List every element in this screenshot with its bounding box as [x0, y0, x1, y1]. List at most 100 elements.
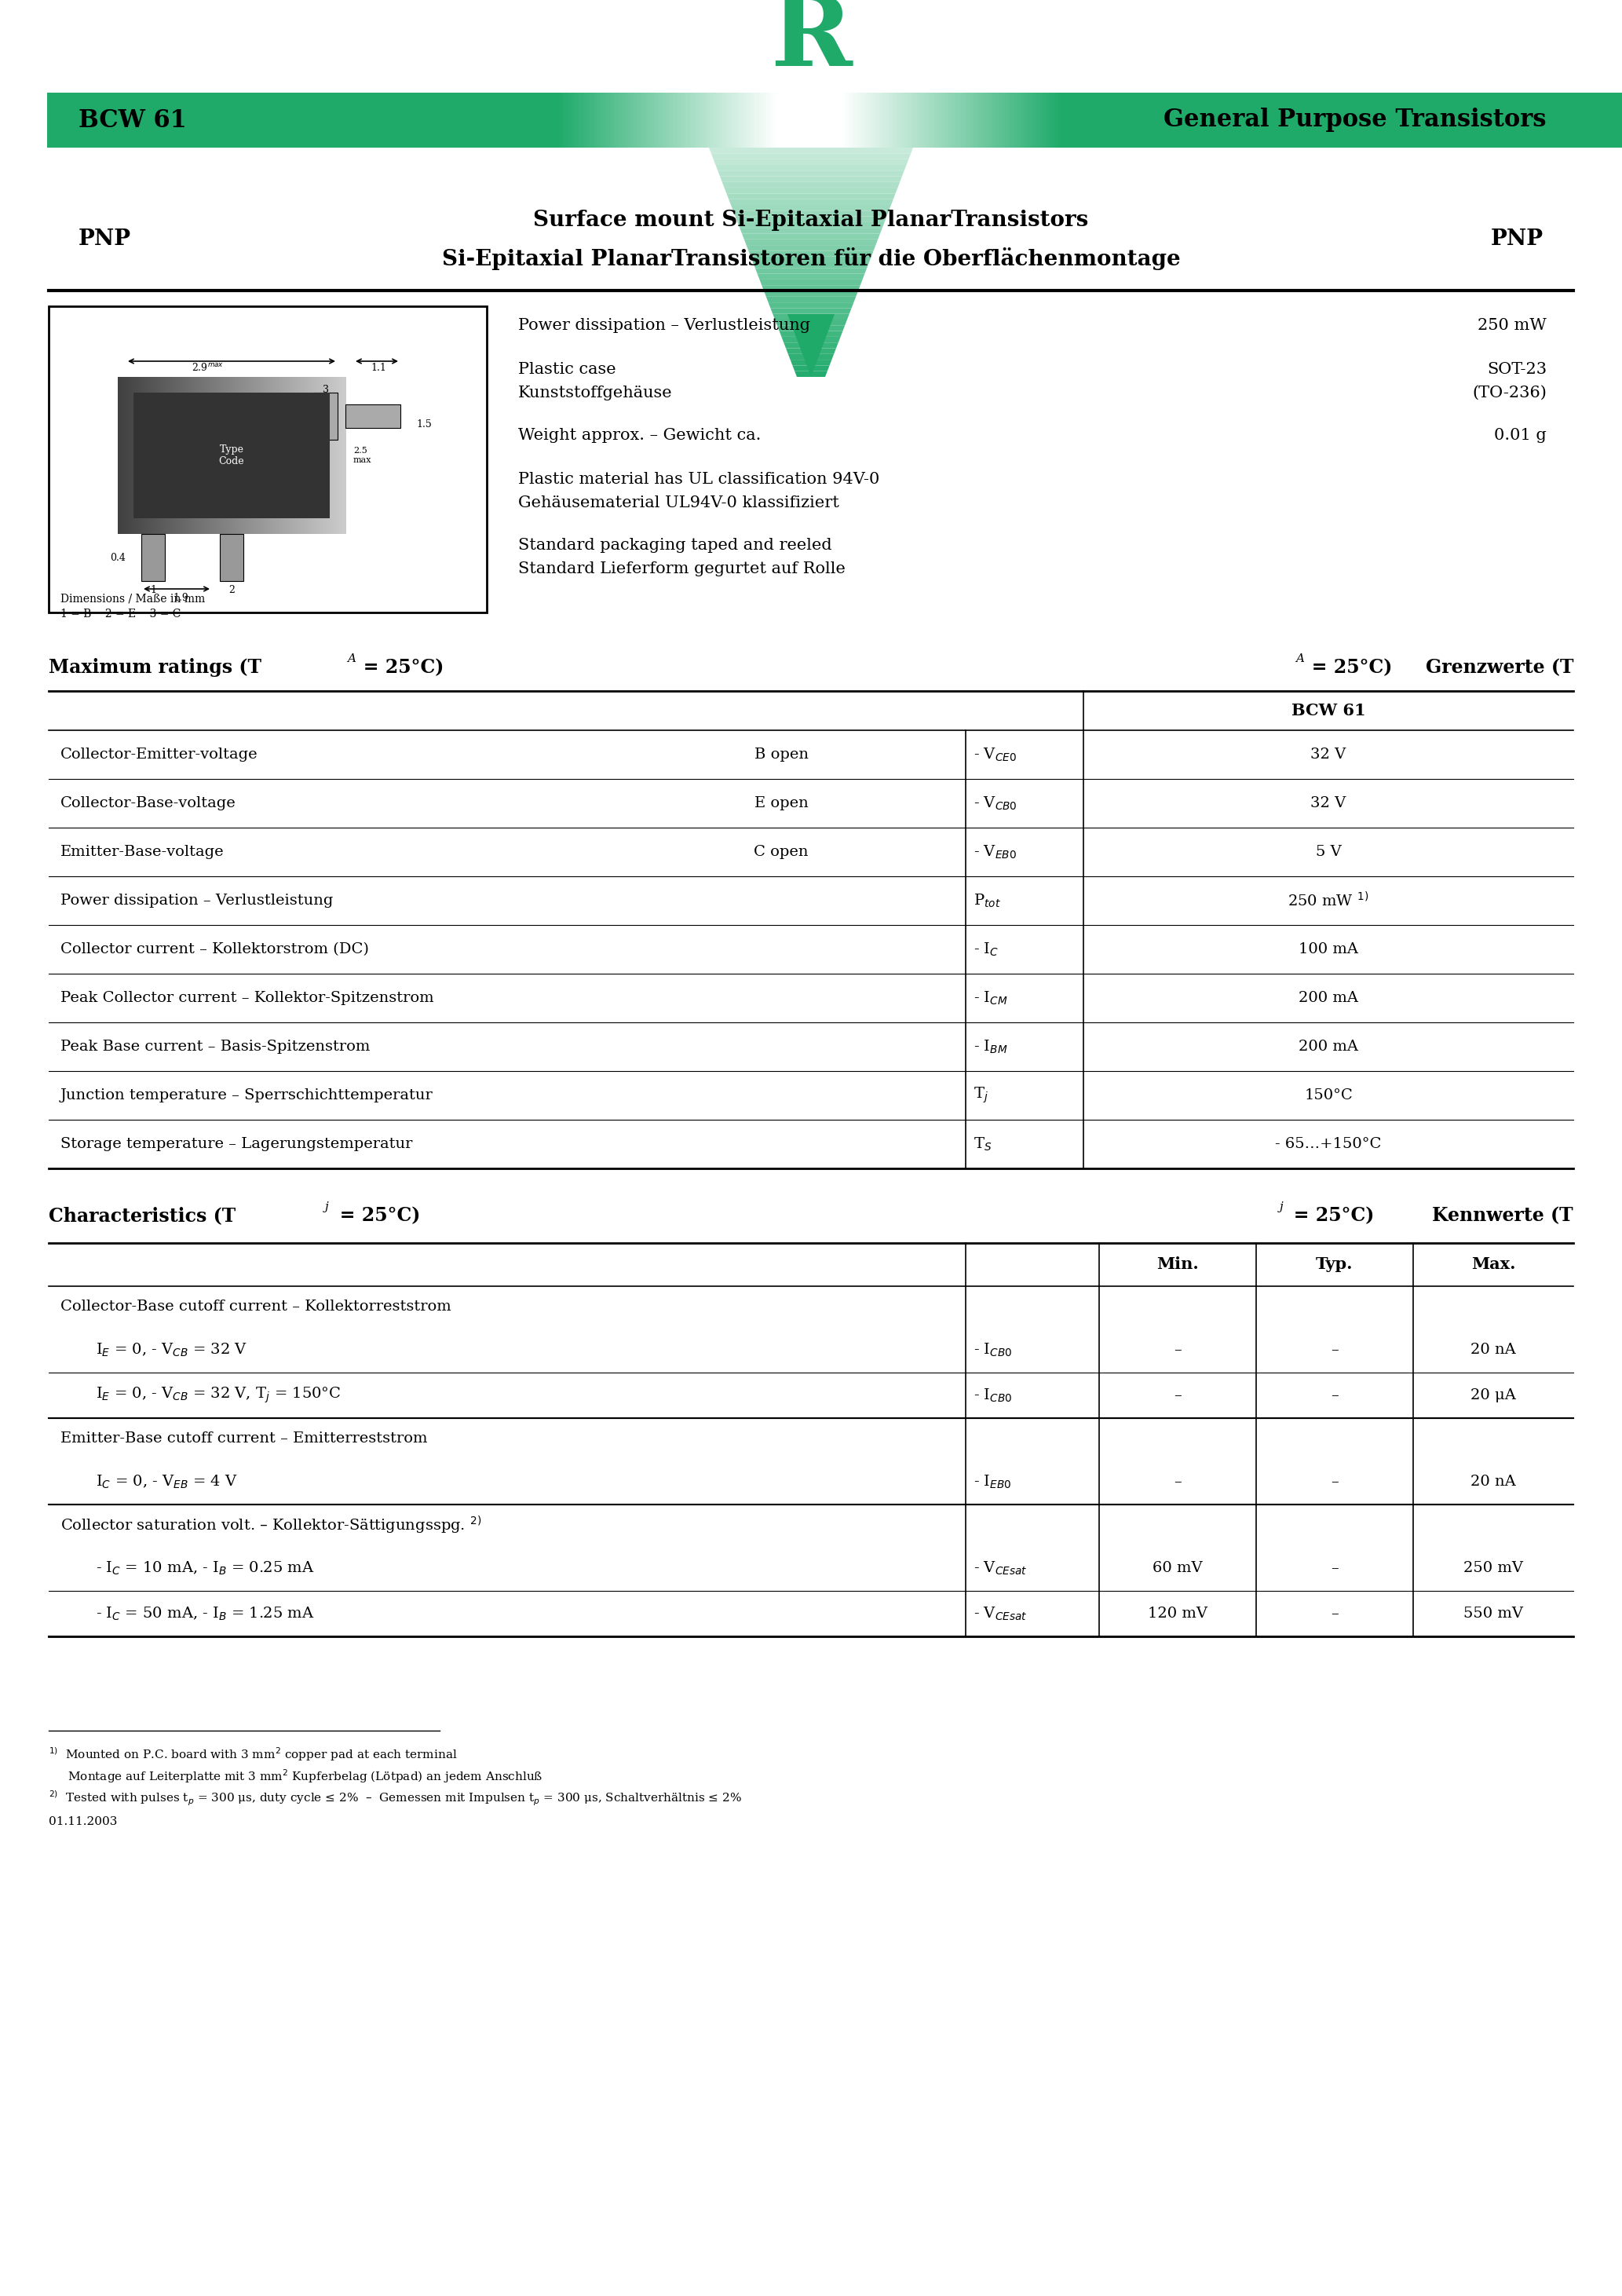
Bar [141, 535, 165, 581]
Bar [47, 92, 558, 147]
Polygon shape [787, 349, 835, 354]
Bar [852, 92, 853, 147]
Bar [1049, 92, 1051, 147]
Polygon shape [746, 246, 876, 250]
Bar [894, 92, 895, 147]
Bar [602, 92, 603, 147]
Bar [221, 535, 243, 581]
Polygon shape [779, 331, 843, 338]
Bar [650, 92, 654, 147]
Text: Type
Code: Type Code [219, 445, 245, 466]
Bar [994, 92, 996, 147]
Bar [345, 404, 401, 427]
Bar [560, 92, 561, 147]
Bar [735, 92, 738, 147]
Bar [1011, 92, 1014, 147]
Bar [647, 92, 650, 147]
Text: 20 nA: 20 nA [1471, 1343, 1517, 1357]
Bar [691, 92, 694, 147]
Text: 60 mV: 60 mV [1153, 1561, 1202, 1575]
Bar [706, 92, 709, 147]
Bar [759, 92, 762, 147]
Bar [918, 92, 921, 147]
Bar [913, 92, 916, 147]
Polygon shape [790, 360, 832, 365]
Bar [970, 92, 973, 147]
Text: 550 mV: 550 mV [1463, 1607, 1523, 1621]
Text: R: R [770, 0, 852, 87]
Text: Grenzwerte (T: Grenzwerte (T [1426, 659, 1573, 677]
Bar [686, 92, 688, 147]
Polygon shape [738, 223, 884, 227]
Bar [704, 92, 707, 147]
Bar [866, 92, 868, 147]
Bar [843, 92, 847, 147]
Bar [642, 92, 644, 147]
Text: = 25°C): = 25°C) [336, 1205, 420, 1226]
Text: I$_C$ = 0, - V$_{EB}$ = 4 V: I$_C$ = 0, - V$_{EB}$ = 4 V [96, 1474, 238, 1490]
Bar [603, 92, 607, 147]
Polygon shape [725, 188, 897, 193]
Bar [646, 92, 647, 147]
Polygon shape [717, 170, 905, 177]
Bar [1023, 92, 1025, 147]
Text: Power dissipation – Verlustleistung: Power dissipation – Verlustleistung [60, 893, 333, 907]
Polygon shape [772, 315, 850, 319]
Bar [665, 92, 668, 147]
Polygon shape [715, 165, 907, 170]
Text: Collector-Emitter-voltage: Collector-Emitter-voltage [60, 748, 258, 762]
Bar [983, 92, 986, 147]
Text: Emitter-Base cutoff current – Emitterreststrom: Emitter-Base cutoff current – Emitterres… [60, 1430, 428, 1446]
Bar [847, 92, 850, 147]
Bar [715, 92, 717, 147]
Bar [673, 92, 675, 147]
Bar [858, 92, 861, 147]
Bar [855, 92, 858, 147]
Bar [999, 92, 1002, 147]
Text: B open: B open [754, 748, 809, 762]
Bar [571, 92, 573, 147]
Text: Standard packaging taped and reeled: Standard packaging taped and reeled [517, 537, 832, 553]
Bar [629, 92, 631, 147]
Bar [1053, 92, 1056, 147]
Bar [670, 92, 672, 147]
Bar [689, 92, 693, 147]
Bar [774, 92, 777, 147]
Bar [871, 92, 874, 147]
Bar [764, 92, 767, 147]
Bar [762, 92, 766, 147]
Text: 1.9: 1.9 [174, 592, 188, 604]
Bar [873, 92, 876, 147]
Text: - I$_C$: - I$_C$ [973, 941, 999, 957]
Bar [620, 92, 623, 147]
Text: –: – [1174, 1343, 1181, 1357]
Bar [315, 393, 337, 441]
Bar [657, 92, 659, 147]
Bar [639, 92, 642, 147]
Polygon shape [753, 262, 869, 269]
Bar [952, 92, 954, 147]
Bar [652, 92, 655, 147]
Bar [1001, 92, 1004, 147]
Bar [978, 92, 980, 147]
Bar [613, 92, 615, 147]
Bar [676, 92, 680, 147]
Text: Collector current – Kollektorstrom (DC): Collector current – Kollektorstrom (DC) [60, 941, 368, 957]
Text: 120 mV: 120 mV [1148, 1607, 1207, 1621]
Bar [662, 92, 665, 147]
Text: Max.: Max. [1471, 1256, 1515, 1272]
Bar [605, 92, 608, 147]
Bar [732, 92, 735, 147]
Text: Typ.: Typ. [1315, 1256, 1353, 1272]
Bar [717, 92, 720, 147]
Polygon shape [775, 319, 847, 326]
Bar [912, 92, 915, 147]
Text: Dimensions / Maße in mm: Dimensions / Maße in mm [60, 592, 204, 604]
Text: Kunststoffgehäuse: Kunststoffgehäuse [517, 386, 673, 400]
Bar [1048, 92, 1049, 147]
Text: - V$_{EB0}$: - V$_{EB0}$ [973, 843, 1017, 861]
Bar [928, 92, 931, 147]
Bar [944, 92, 947, 147]
Text: General Purpose Transistors: General Purpose Transistors [1165, 108, 1547, 133]
Bar [561, 92, 564, 147]
